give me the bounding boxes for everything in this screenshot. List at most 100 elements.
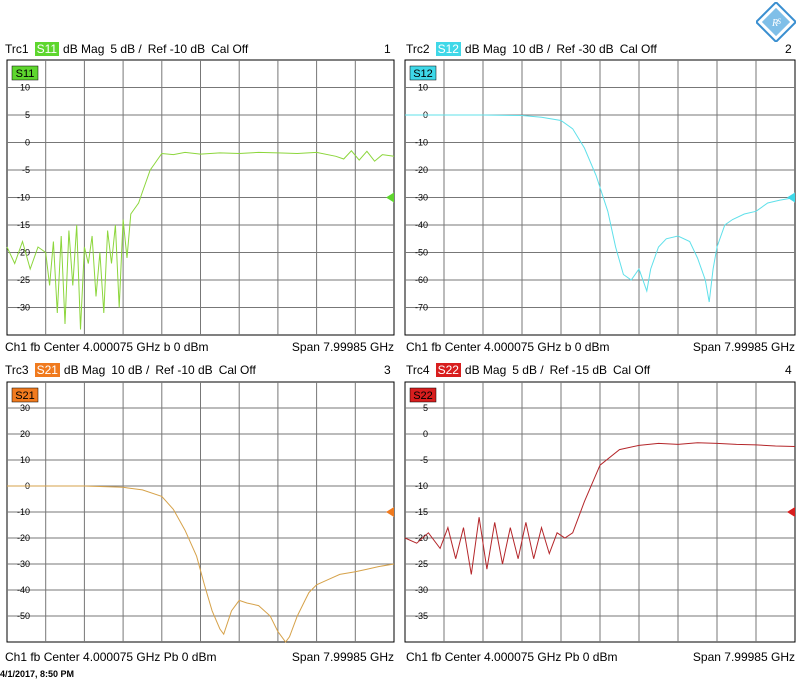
reference-marker bbox=[386, 192, 394, 203]
window-number: 2 bbox=[785, 42, 792, 56]
channel-footer: Ch1 fb Center 4.000075 GHz Pb 0 dBm bbox=[406, 650, 618, 664]
scale-label[interactable]: 5 dB / bbox=[110, 42, 142, 56]
y-tick-label: 10 bbox=[20, 455, 30, 465]
channel-footer: Ch1 fb Center 4.000075 GHz Pb 0 dBm bbox=[5, 650, 217, 664]
scale-label[interactable]: 10 dB / bbox=[111, 363, 150, 377]
y-tick-label: -60 bbox=[415, 275, 428, 285]
y-tick-label: -50 bbox=[415, 248, 428, 258]
y-tick-label: -20 bbox=[17, 533, 30, 543]
trace-badge-label: S22 bbox=[413, 390, 433, 402]
timestamp: 4/1/2017, 8:50 PM bbox=[0, 669, 75, 679]
trace-badge bbox=[11, 387, 39, 403]
window-number: 3 bbox=[384, 363, 391, 377]
y-tick-label: -70 bbox=[415, 303, 428, 313]
trace-label[interactable]: Trc2 bbox=[406, 42, 430, 56]
y-tick-label: -10 bbox=[17, 193, 30, 203]
cal-label[interactable]: Cal Off bbox=[613, 363, 651, 377]
format-label[interactable]: dB Mag bbox=[63, 42, 105, 56]
span-footer: Span 7.99985 GHz bbox=[692, 340, 795, 354]
y-tick-label: 5 bbox=[25, 110, 30, 120]
y-tick-label: -20 bbox=[415, 533, 428, 543]
trace-badge bbox=[409, 65, 437, 81]
svg-text:R: R bbox=[771, 18, 778, 29]
reference-marker bbox=[787, 192, 795, 203]
param-label[interactable]: S22 bbox=[435, 363, 461, 377]
y-tick-label: -10 bbox=[415, 138, 428, 148]
scale-label[interactable]: 5 dB / bbox=[512, 363, 544, 377]
rohde-schwarz-logo-icon: R S bbox=[754, 0, 798, 44]
y-tick-label: -30 bbox=[415, 193, 428, 203]
trace-badge bbox=[11, 65, 39, 81]
y-tick-label: -10 bbox=[415, 481, 428, 491]
y-tick-label: 0 bbox=[423, 429, 428, 439]
trace-line-s21 bbox=[7, 485, 395, 643]
channel-footer: Ch1 fb Center 4.000075 GHz b 0 dBm bbox=[406, 340, 610, 354]
y-tick-label: 10 bbox=[418, 83, 428, 93]
format-label[interactable]: dB Mag bbox=[464, 363, 507, 377]
trace-badge-label: S11 bbox=[16, 68, 35, 80]
trace-badge-label: S21 bbox=[15, 390, 35, 402]
y-tick-label: -15 bbox=[17, 220, 30, 230]
scale-label[interactable]: 10 dB / bbox=[512, 42, 551, 56]
y-tick-label: -10 bbox=[17, 507, 30, 517]
y-tick-label: -25 bbox=[17, 275, 30, 285]
param-label[interactable]: S21 bbox=[34, 363, 60, 377]
trace-line-s11 bbox=[6, 150, 395, 330]
y-tick-label: -40 bbox=[415, 220, 428, 230]
plot-frame bbox=[404, 59, 796, 336]
svg-text:S: S bbox=[777, 17, 781, 26]
y-tick-label: -25 bbox=[415, 559, 428, 569]
ref-label[interactable]: Ref -10 dB bbox=[155, 363, 213, 377]
trace-label[interactable]: Trc4 bbox=[406, 363, 430, 377]
cal-label[interactable]: Cal Off bbox=[218, 363, 256, 377]
y-tick-label: -5 bbox=[420, 455, 428, 465]
cal-label[interactable]: Cal Off bbox=[619, 42, 657, 56]
trace-badge bbox=[409, 387, 437, 403]
param-label[interactable]: S12 bbox=[435, 42, 461, 56]
ref-label[interactable]: Ref -10 dB bbox=[147, 42, 206, 56]
trace-header-2: Trc2 S12 dB Mag 10 dB / Ref -30 dB Cal Off bbox=[406, 42, 663, 56]
reference-marker bbox=[787, 507, 795, 517]
y-tick-label: -15 bbox=[415, 507, 428, 517]
trace-label[interactable]: Trc3 bbox=[5, 363, 29, 377]
window-number: 1 bbox=[384, 42, 391, 56]
trace-header-4: Trc4 S22 dB Mag 5 dB / Ref -15 dB Cal Off bbox=[406, 363, 656, 377]
y-tick-label: -30 bbox=[17, 303, 30, 313]
reference-marker bbox=[386, 507, 394, 517]
y-tick-label: 10 bbox=[20, 83, 30, 93]
y-tick-label: -30 bbox=[17, 559, 30, 569]
param-label[interactable]: S11 bbox=[34, 42, 60, 56]
span-footer: Span 7.99985 GHz bbox=[692, 650, 795, 664]
trace-label[interactable]: Trc1 bbox=[5, 42, 29, 56]
y-tick-label: -35 bbox=[415, 611, 428, 621]
cal-label[interactable]: Cal Off bbox=[211, 42, 249, 56]
ref-label[interactable]: Ref -15 dB bbox=[549, 363, 608, 377]
span-footer: Span 7.99985 GHz bbox=[291, 650, 394, 664]
plot-frame bbox=[6, 381, 395, 643]
trace-line-s12 bbox=[405, 114, 796, 303]
channel-footer: Ch1 fb Center 4.000075 GHz b 0 dBm bbox=[5, 340, 209, 354]
trace-badge-label: S12 bbox=[413, 68, 433, 80]
y-tick-label: -30 bbox=[415, 585, 428, 595]
plot-frame bbox=[6, 59, 395, 336]
y-tick-label: 5 bbox=[423, 403, 428, 413]
trace-line-s22 bbox=[404, 442, 796, 575]
plot-frame bbox=[404, 381, 796, 643]
y-tick-label: 30 bbox=[20, 403, 30, 413]
y-tick-label: -20 bbox=[17, 248, 30, 258]
trace-header-3: Trc3 S21 dB Mag 10 dB / Ref -10 dB Cal Off bbox=[5, 363, 262, 377]
y-tick-label: 0 bbox=[423, 110, 428, 120]
trace-header-1: Trc1 S11 dB Mag 5 dB / Ref -10 dB Cal Off bbox=[5, 42, 254, 56]
format-label[interactable]: dB Mag bbox=[63, 363, 106, 377]
y-tick-label: 20 bbox=[20, 429, 30, 439]
window-number: 4 bbox=[785, 363, 792, 377]
format-label[interactable]: dB Mag bbox=[464, 42, 507, 56]
y-tick-label: -50 bbox=[17, 611, 30, 621]
y-tick-label: 0 bbox=[25, 138, 30, 148]
span-footer: Span 7.99985 GHz bbox=[291, 340, 394, 354]
y-tick-label: 0 bbox=[25, 481, 30, 491]
ref-label[interactable]: Ref -30 dB bbox=[556, 42, 614, 56]
y-tick-label: -40 bbox=[17, 585, 30, 595]
y-tick-label: -20 bbox=[415, 165, 428, 175]
